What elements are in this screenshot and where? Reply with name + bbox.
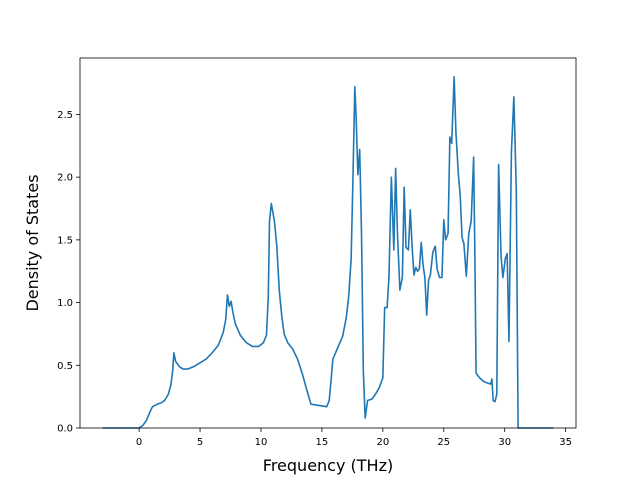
x-axis-ticks: 0 5 10 15 20 25 30 35	[136, 428, 572, 448]
x-tick-label: 20	[376, 437, 389, 448]
y-tick-label: 1.5	[57, 235, 73, 246]
y-tick-label: 0.5	[57, 361, 73, 372]
x-axis-label: Frequency (THz)	[263, 456, 393, 475]
dos-series-line	[102, 76, 554, 429]
plot-frame	[79, 57, 577, 429]
x-tick-label: 30	[498, 437, 511, 448]
x-tick-label: 15	[316, 437, 329, 448]
y-axis-ticks: 0.0 0.5 1.0 1.5 2.0 2.5	[57, 110, 80, 435]
y-tick-label: 2.5	[57, 110, 73, 121]
y-tick-label: 1.0	[57, 298, 73, 309]
x-tick-label: 25	[437, 437, 450, 448]
x-tick-label: 10	[255, 437, 268, 448]
x-tick-label: 35	[559, 437, 572, 448]
y-axis-label: Density of States	[23, 174, 42, 311]
y-tick-label: 0.0	[57, 424, 73, 435]
y-tick-label: 2.0	[57, 173, 73, 184]
x-tick-label: 0	[136, 437, 142, 448]
plot-area	[102, 76, 554, 429]
x-tick-label: 5	[197, 437, 203, 448]
